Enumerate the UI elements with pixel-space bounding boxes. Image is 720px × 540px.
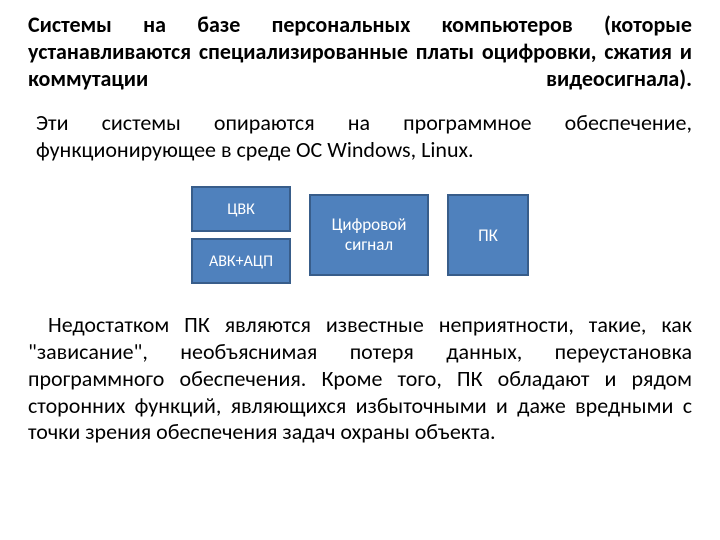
diagram-left-group: ЦВК АВК+АЦП — [191, 186, 291, 284]
box-cvk: ЦВК — [191, 186, 291, 232]
box-pc: ПК — [447, 194, 529, 276]
paragraph-drawback: Недостатком ПК являются известные неприя… — [28, 312, 692, 446]
diagram: ЦВК АВК+АЦП Цифровой сигнал ПК — [28, 186, 692, 284]
page: Системы на базе персональных компьютеров… — [0, 0, 720, 466]
box-avk-acp: АВК+АЦП — [191, 238, 291, 284]
paragraph-intro: Эти системы опираются на программное обе… — [28, 110, 692, 164]
box-digital-signal: Цифровой сигнал — [309, 194, 429, 276]
heading: Системы на базе персональных компьютеров… — [28, 12, 692, 92]
